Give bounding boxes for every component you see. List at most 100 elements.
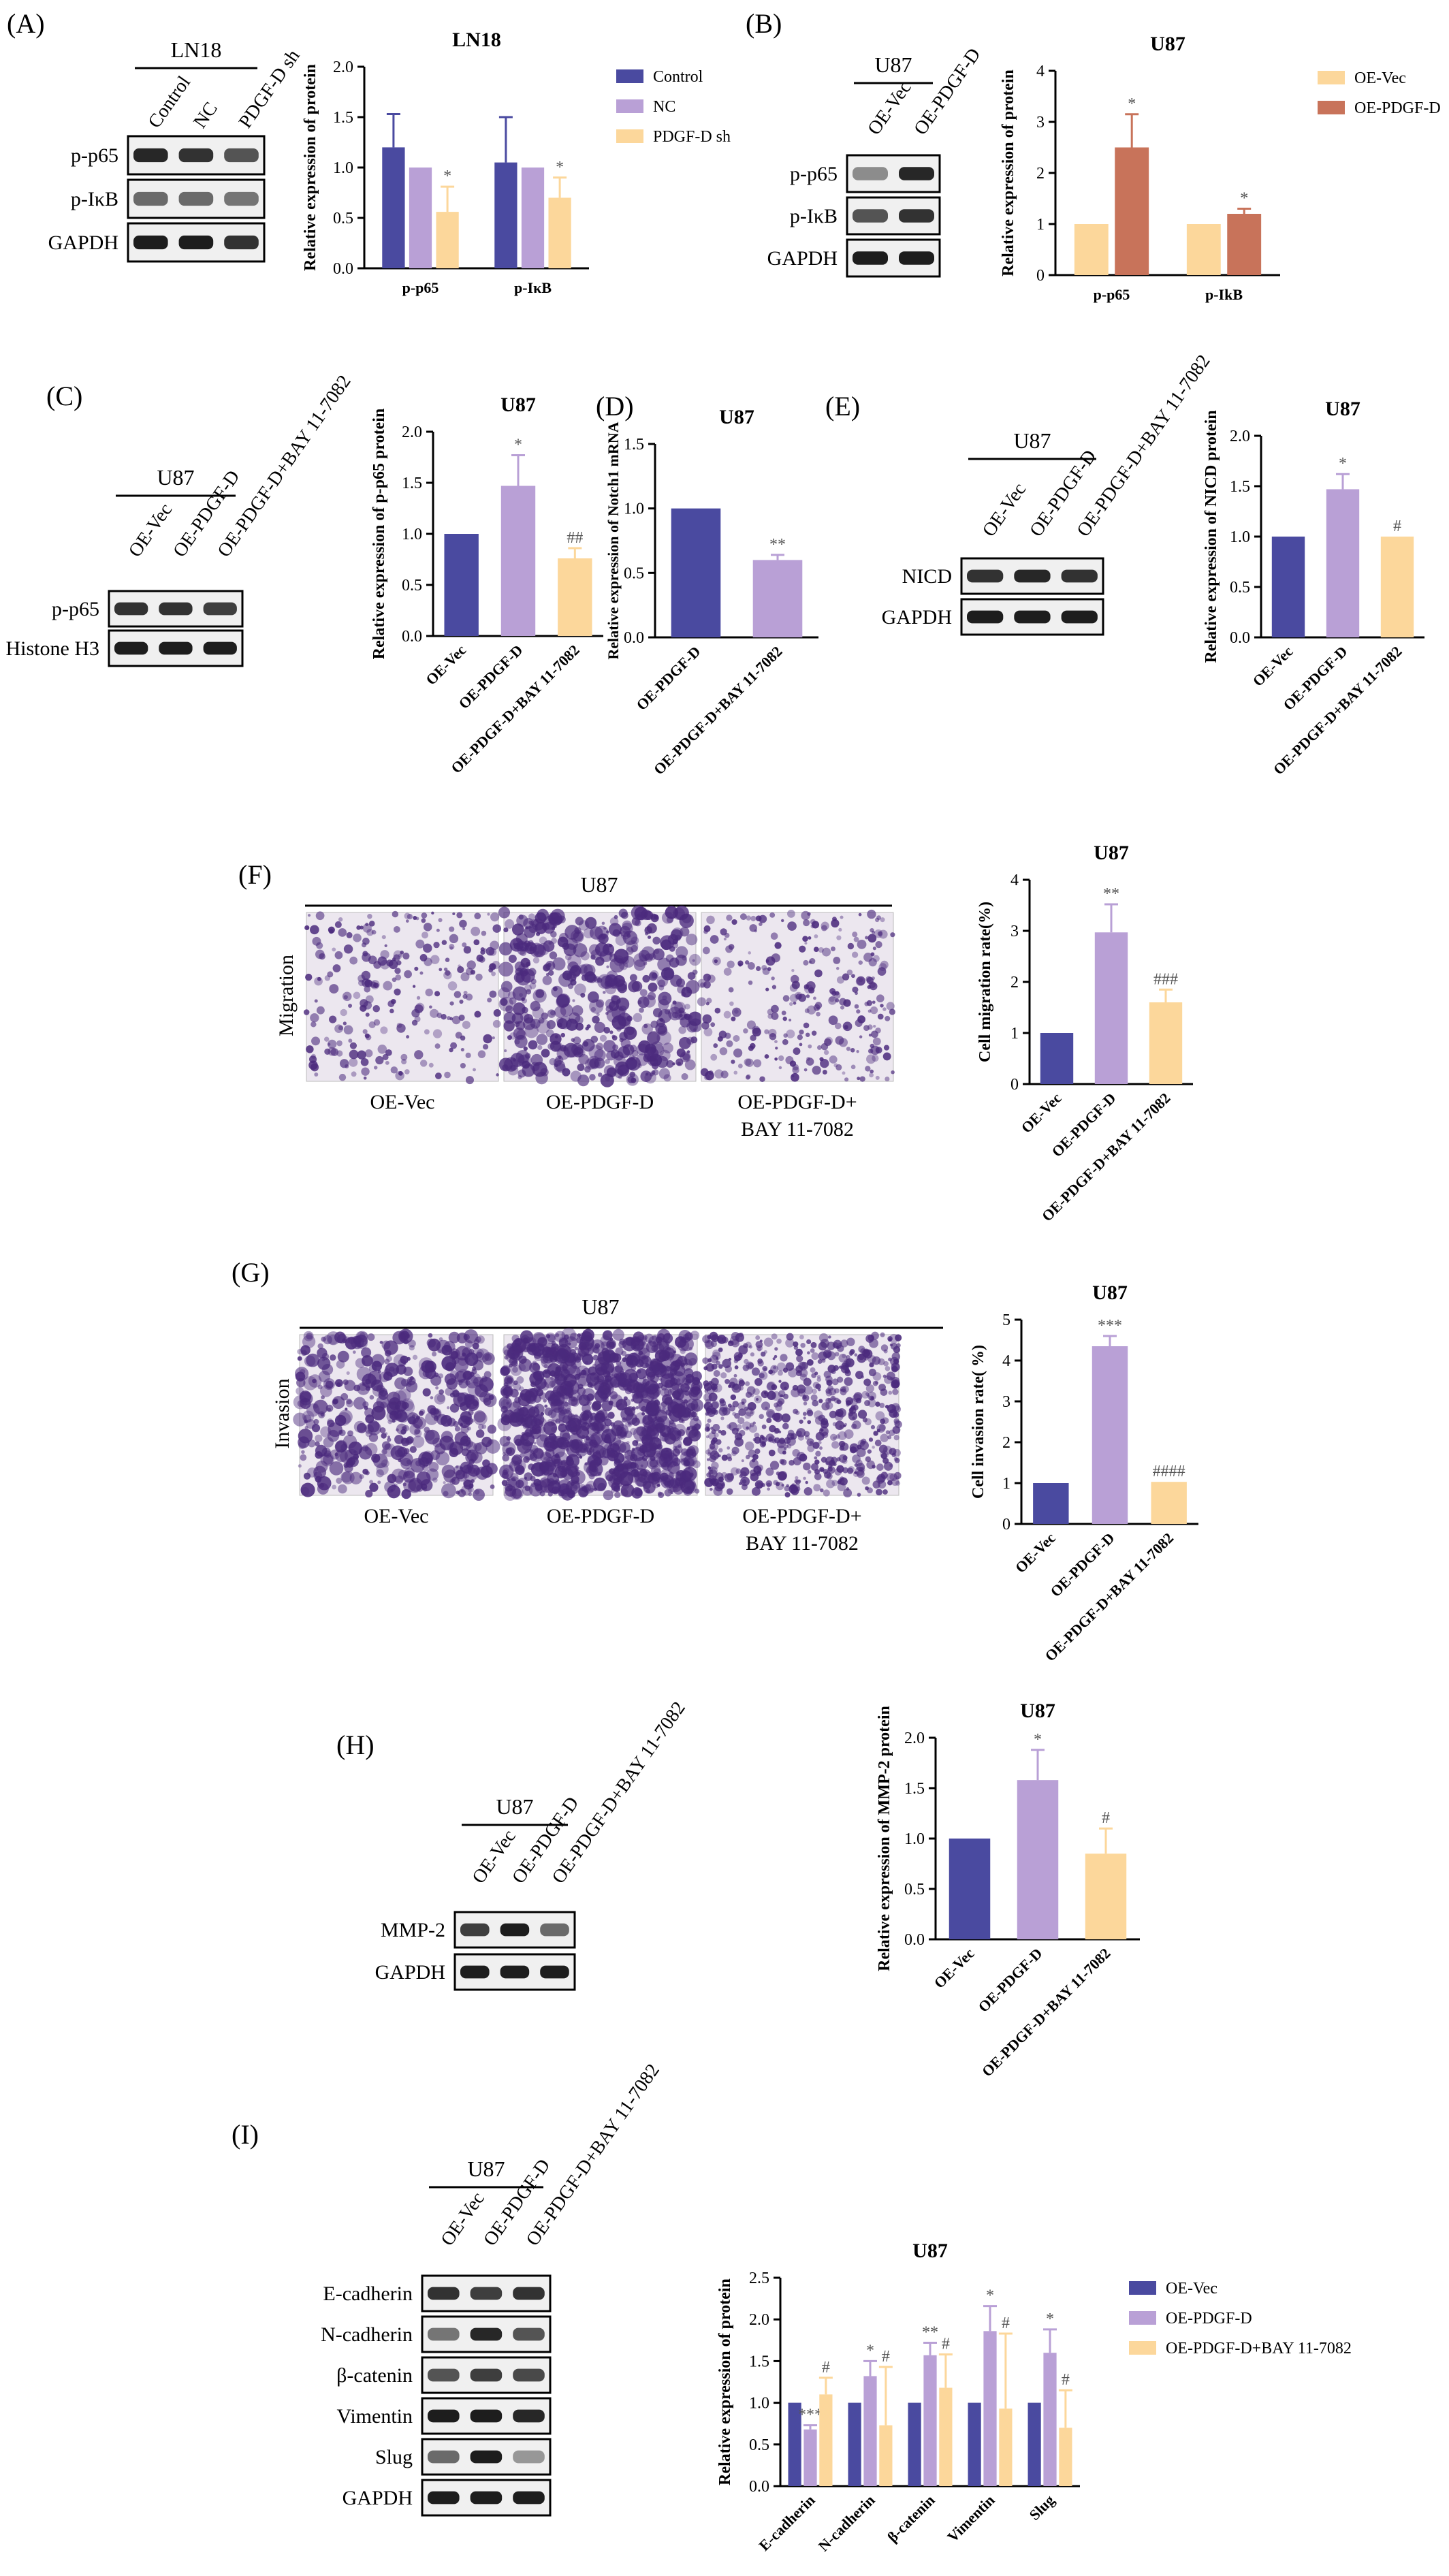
panel-G-micro-3-cell: [838, 1431, 847, 1440]
panel-G-micro-3-cell: [732, 1383, 739, 1390]
panel-G-micro-3-cell: [883, 1461, 893, 1471]
panel-G-micro-3-cell: [766, 1418, 772, 1424]
panel-G-micro-3-cell: [708, 1393, 718, 1402]
panel-G-condition-2: OE-PDGF-D: [547, 1505, 654, 1527]
panel-F-micro-2-cell: [684, 1004, 690, 1010]
panel-G-micro-3-cell: [781, 1413, 791, 1422]
panel-G-micro-2-cell: [571, 1398, 579, 1407]
panel-F-micro-3-cell: [872, 947, 876, 951]
panel-G-micro-3-cell: [868, 1369, 876, 1377]
panel-F-micro-1-cell: [421, 912, 428, 919]
panel-F-micro-2-cell: [538, 1017, 545, 1024]
panel-G-micro-2-cell: [555, 1333, 560, 1337]
panel-G-micro-2-cell: [609, 1472, 623, 1485]
panel-G-micro-3-cell: [710, 1487, 713, 1491]
panel-G-micro-2-cell: [631, 1417, 640, 1426]
panel-I-blot-band: [513, 2368, 545, 2382]
panel-H-chart-sig-label: *: [1034, 1731, 1042, 1749]
panel-G-micro-3-cell: [833, 1397, 840, 1403]
panel-G-micro-2-cell: [691, 1386, 701, 1395]
panel-G-micro-2-cell: [624, 1406, 633, 1415]
panel-G-micro-1-cell: [355, 1334, 368, 1348]
panel-G-micro-2-cell: [532, 1371, 542, 1380]
panel-F-micro-1-cell: [315, 911, 325, 921]
panel-G-micro-2-cell: [526, 1342, 540, 1356]
panel-H-letter: (H): [336, 1730, 375, 1760]
panel-G-micro-3-cell: [893, 1435, 899, 1441]
panel-E-chart-ylabel: Relative expression of NICD protein: [1203, 410, 1220, 663]
panel-G-micro-2-cell: [652, 1335, 659, 1341]
panel-G-micro-3-cell: [836, 1465, 844, 1473]
panel-G-micro-3-cell: [831, 1480, 838, 1486]
panel-F-micro-2-cell: [596, 934, 605, 943]
panel-G-micro-3-cell: [755, 1397, 759, 1401]
panel-G-micro-1-cell: [329, 1461, 344, 1476]
panel-F-micro-3-cell: [785, 1055, 794, 1064]
panel-F-micro-3-cell: [877, 1013, 884, 1020]
panel-G-micro-1-cell: [449, 1393, 456, 1398]
panel-G-micro-2-cell: [555, 1418, 561, 1424]
panel-F-micro-3-cell: [731, 1016, 736, 1021]
panel-I-blot-band: [470, 2368, 503, 2382]
panel-F-micro-3-cell: [737, 1064, 743, 1068]
panel-I-chart-sig-label: #: [942, 2336, 950, 2353]
panel-F-micro-3-cell: [799, 1043, 803, 1047]
panel-A-blot-row-label: GAPDH: [48, 232, 118, 254]
panel-H-chart-ytick-label: 1.5: [904, 1780, 925, 1798]
panel-F-micro-1-cell: [389, 1008, 394, 1014]
panel-F-micro-1-cell: [436, 928, 440, 932]
panel-I-blot-band: [470, 2491, 503, 2505]
panel-I-chart-xtick-label: β-catenin: [884, 2492, 938, 2545]
panel-G-micro-3-cell: [814, 1416, 824, 1425]
panel-G-micro-3-cell: [846, 1337, 855, 1346]
panel-F-micro-3-cell: [890, 932, 895, 938]
panel-F-micro-1-cell: [487, 998, 492, 1003]
panel-G-micro-2-cell: [588, 1434, 601, 1447]
panel-G-micro-1-cell: [474, 1489, 480, 1495]
panel-G-micro-3-cell: [756, 1470, 761, 1476]
panel-A-blot-band: [224, 191, 259, 206]
panel-D-chart-ytick-label: 1.5: [624, 436, 644, 454]
panel-G-micro-2-cell: [634, 1488, 643, 1497]
panel-I-chart-sig-label: *: [986, 2287, 994, 2305]
panel-F-micro-1-cell: [412, 985, 416, 988]
panel-G-micro-3-cell: [810, 1394, 818, 1401]
panel-G-micro-1-cell: [412, 1418, 423, 1429]
panel-F-cell-label: U87: [580, 872, 618, 897]
panel-F-micro-3-cell: [808, 1044, 812, 1049]
panel-G-micro-2-cell: [569, 1352, 579, 1362]
panel-F-micro-3-cell: [878, 963, 887, 972]
panel-G-micro-1-cell: [430, 1450, 441, 1461]
panel-G-micro-3-cell: [714, 1482, 724, 1492]
panel-F-micro-3-cell: [867, 909, 876, 919]
panel-I-blot-band: [428, 2491, 460, 2505]
panel-G-micro-3-cell: [703, 1401, 713, 1411]
panel-G-micro-1-cell: [356, 1422, 367, 1433]
panel-G-micro-3-cell: [803, 1476, 806, 1480]
panel-F-micro-1-cell: [465, 993, 473, 1001]
panel-E-chart-ytick-label: 1.0: [1230, 528, 1250, 546]
panel-F-micro-1-cell: [362, 951, 368, 957]
panel-F-micro-2-cell: [672, 1062, 675, 1066]
panel-B-chart-sig-label: *: [1240, 190, 1248, 208]
panel-F-micro-3-cell: [874, 917, 880, 923]
panel-F-micro-2-cell: [650, 1072, 654, 1077]
panel-G-micro-2-cell: [554, 1350, 569, 1365]
panel-F-micro-1-cell: [430, 1008, 439, 1018]
panel-F-micro-1-cell: [407, 913, 413, 920]
panel-G-micro-2-cell: [522, 1422, 530, 1430]
panel-G-micro-1-cell: [303, 1414, 312, 1423]
panel-F-micro-2-cell: [578, 1053, 589, 1065]
panel-F-micro-1-cell: [364, 1033, 370, 1038]
panel-G-micro-2-cell: [608, 1400, 614, 1405]
panel-F-micro-1-cell: [348, 1004, 353, 1008]
panel-F-micro-2-cell: [644, 1047, 659, 1062]
panel-F-micro-2-cell: [572, 999, 575, 1002]
panel-G-micro-3-cell: [857, 1410, 867, 1419]
panel-G-micro-3-cell: [709, 1466, 718, 1475]
panel-G-cell-label: U87: [582, 1294, 619, 1319]
panel-I-chart-sig-label: #: [822, 2359, 830, 2376]
panel-G-micro-1-cell: [407, 1376, 416, 1386]
panel-G-micro-3-cell: [707, 1409, 716, 1417]
panel-G-micro-3-cell: [703, 1380, 710, 1387]
